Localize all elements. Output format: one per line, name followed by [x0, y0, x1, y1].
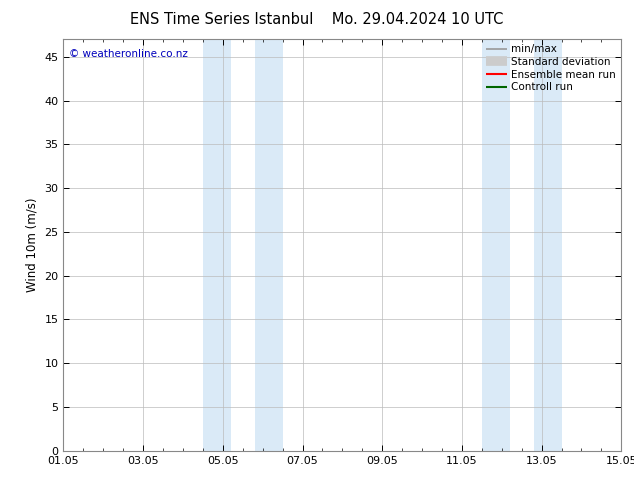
- Text: ENS Time Series Istanbul    Mo. 29.04.2024 10 UTC: ENS Time Series Istanbul Mo. 29.04.2024 …: [131, 12, 503, 27]
- Y-axis label: Wind 10m (m/s): Wind 10m (m/s): [26, 198, 39, 292]
- Bar: [534, 39, 562, 451]
- Text: © weatheronline.co.nz: © weatheronline.co.nz: [69, 49, 188, 59]
- Bar: [482, 39, 510, 451]
- Bar: [203, 39, 231, 451]
- Legend: min/max, Standard deviation, Ensemble mean run, Controll run: min/max, Standard deviation, Ensemble me…: [483, 41, 619, 96]
- Bar: [255, 39, 283, 451]
